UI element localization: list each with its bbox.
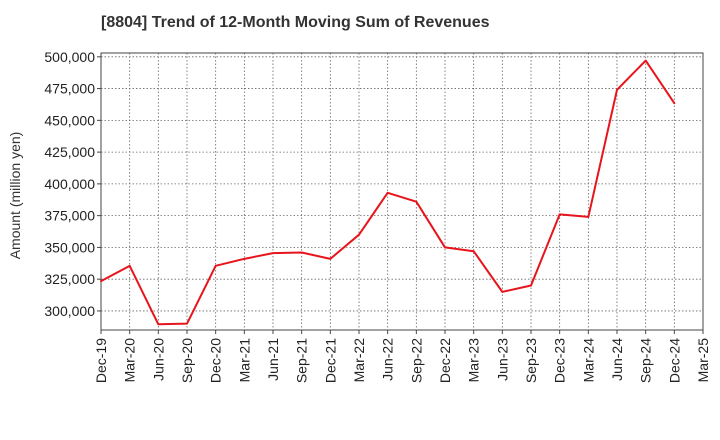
y-axis-tick-labels: 300,000 325,000 350,000 375,000 400,000 425,0… xyxy=(44,49,95,319)
x-tick-label: Mar-23 xyxy=(466,338,482,383)
x-tick-label: Jun-24 xyxy=(609,338,625,381)
data-point xyxy=(587,216,590,218)
y-tick-label: 450,000 xyxy=(44,112,95,128)
x-tick-label: Dec-24 xyxy=(666,338,682,383)
data-point xyxy=(157,323,160,326)
y-tick-label: 350,000 xyxy=(44,239,95,255)
x-tick-label: Dec-22 xyxy=(437,338,453,383)
x-axis-tick-labels: Dec-19 Mar-20 Jun-20 Sep-20 Dec-20 Mar-21 Jun-… xyxy=(93,338,711,383)
x-tick-label: Sep-24 xyxy=(638,338,654,383)
data-point xyxy=(616,89,618,91)
plot-frame xyxy=(100,52,704,331)
data-point xyxy=(415,200,418,203)
y-tick-label: 425,000 xyxy=(44,144,95,160)
data-point xyxy=(100,280,102,282)
data-point xyxy=(673,102,676,104)
x-tick-label: Sep-22 xyxy=(408,338,424,383)
x-tick-label: Mar-20 xyxy=(122,338,138,383)
x-tick-label: Jun-20 xyxy=(150,338,166,381)
data-point xyxy=(501,291,504,293)
x-tick-label: Jun-22 xyxy=(380,338,396,381)
axis-ticks xyxy=(97,56,704,334)
x-tick-label: Sep-23 xyxy=(523,338,539,383)
data-point xyxy=(128,265,131,267)
data-point xyxy=(472,250,475,253)
y-tick-label: 500,000 xyxy=(44,49,95,65)
y-axis-title: Amount (million yen) xyxy=(7,132,23,260)
data-point xyxy=(558,213,561,216)
data-point xyxy=(214,265,217,267)
x-tick-label: Jun-23 xyxy=(494,338,510,381)
data-point xyxy=(329,258,332,260)
data-point xyxy=(272,252,274,254)
x-tick-label: Sep-21 xyxy=(294,338,310,383)
x-tick-label: Dec-23 xyxy=(552,338,568,383)
series-layer xyxy=(100,59,676,326)
data-point xyxy=(186,322,188,325)
x-tick-label: Dec-20 xyxy=(208,338,224,383)
x-tick-label: Mar-24 xyxy=(580,338,596,383)
x-tick-label: Sep-20 xyxy=(179,338,195,383)
x-tick-label: Dec-21 xyxy=(322,338,338,383)
x-tick-label: Mar-22 xyxy=(351,338,367,383)
data-point xyxy=(386,191,389,194)
y-tick-label: 400,000 xyxy=(44,176,95,192)
chart-title: [8804] Trend of 12-Month Moving Sum of R… xyxy=(101,14,490,31)
data-point xyxy=(243,258,246,260)
x-tick-label: Jun-21 xyxy=(265,338,281,381)
grid xyxy=(101,53,703,330)
x-tick-label: Dec-19 xyxy=(93,338,109,383)
data-point xyxy=(644,59,647,62)
data-point xyxy=(300,251,303,254)
y-tick-label: 325,000 xyxy=(44,271,95,287)
x-tick-label: Mar-21 xyxy=(236,338,252,383)
data-point xyxy=(358,233,360,236)
y-tick-label: 375,000 xyxy=(44,208,95,224)
data-point xyxy=(530,284,532,287)
x-tick-label: Mar-25 xyxy=(695,338,711,383)
y-tick-label: 300,000 xyxy=(44,303,95,319)
data-point xyxy=(444,246,446,249)
y-tick-label: 475,000 xyxy=(44,81,95,97)
